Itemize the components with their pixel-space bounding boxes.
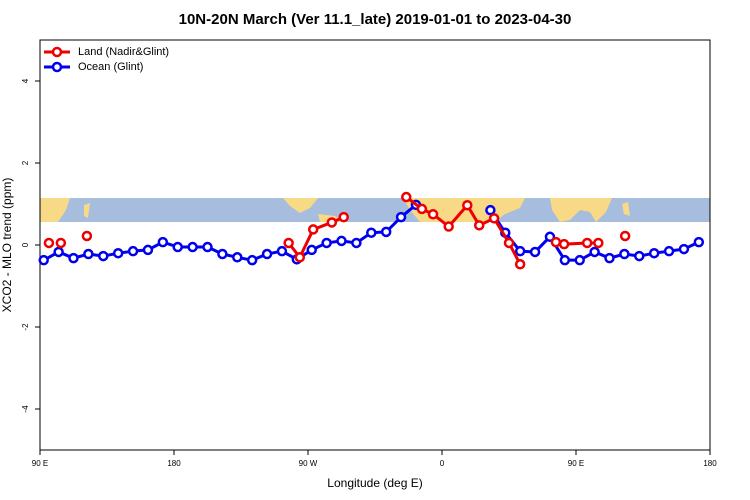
data-point (380, 226, 392, 238)
map-strip (40, 198, 710, 222)
data-point (217, 248, 228, 260)
legend: Land (Nadir&Glint) Ocean (Glint) (44, 46, 169, 73)
data-point (663, 245, 675, 257)
data-point (326, 217, 338, 228)
data-point (187, 241, 198, 253)
data-point (306, 244, 317, 256)
y-tick-label: 2 (21, 160, 30, 165)
data-point (462, 199, 473, 211)
data-point (678, 243, 690, 255)
data-point (550, 236, 562, 248)
data-point (473, 220, 485, 231)
data-point (338, 211, 349, 223)
land-patch (550, 198, 612, 222)
data-point (246, 254, 258, 266)
land-patch (40, 198, 70, 222)
data-point (427, 209, 439, 220)
x-tick-label: 90 W (299, 459, 318, 468)
data-point (38, 254, 49, 266)
y-tick-label: 0 (21, 242, 30, 247)
data-point (68, 252, 79, 264)
data-point (321, 237, 332, 249)
data-point (294, 252, 306, 263)
legend-marker (51, 61, 63, 73)
x-tick-label: 180 (703, 459, 717, 468)
data-point (366, 227, 377, 238)
data-point (127, 245, 139, 257)
x-tick-label: 90 E (32, 459, 48, 468)
y-tick-label: 4 (21, 78, 30, 83)
data-point (172, 241, 183, 253)
land-patch (84, 203, 90, 218)
data-point (401, 191, 412, 203)
chart-title: 10N-20N March (Ver 11.1_late) 2019-01-01… (179, 11, 572, 28)
data-point (619, 230, 631, 242)
data-point (55, 237, 67, 249)
data-point (142, 244, 154, 256)
data-point (307, 224, 319, 235)
data-point (276, 245, 288, 257)
data-point (581, 237, 593, 249)
data-point (416, 203, 428, 215)
x-tick-label: 180 (167, 459, 181, 468)
x-axis-label: Longitude (deg E) (327, 476, 422, 490)
data-point (43, 237, 55, 249)
data-point (485, 204, 496, 216)
data-point (202, 241, 213, 253)
y-tick-label: -4 (21, 405, 30, 413)
data-point (619, 248, 630, 260)
legend-marker (51, 46, 63, 58)
y-axis-label: XCO2 - MLO trend (ppm) (0, 178, 14, 313)
data-point (648, 247, 660, 259)
x-tick-label: 90 E (568, 459, 584, 468)
data-point (336, 235, 347, 247)
data-point (693, 236, 705, 248)
data-point (98, 250, 109, 262)
data-point (112, 247, 124, 259)
data-point (157, 236, 169, 248)
data-point (395, 211, 407, 223)
legend-label: Land (Nadir&Glint) (78, 46, 169, 58)
data-point (283, 237, 294, 249)
data-point (558, 238, 570, 250)
data-point (261, 248, 273, 260)
data-point (83, 248, 94, 260)
plot-frame (39, 39, 711, 451)
data-point (589, 246, 600, 258)
data-point (351, 237, 362, 249)
data-point (514, 245, 526, 257)
data-point (593, 237, 604, 249)
data-point (488, 213, 500, 224)
data-point (574, 254, 585, 266)
data-point (53, 246, 64, 258)
data-point (503, 237, 515, 249)
land-patch (622, 202, 630, 216)
data-point (443, 221, 454, 232)
data-point (604, 252, 615, 264)
data-point (634, 250, 645, 262)
data-point (232, 252, 243, 263)
x-tick-label: 0 (440, 459, 445, 468)
y-tick-label: -2 (21, 323, 30, 331)
data-point (514, 259, 526, 270)
data-point (81, 230, 93, 242)
legend-label: Ocean (Glint) (78, 61, 143, 73)
data-point (529, 246, 541, 258)
data-point (559, 254, 571, 266)
land-patch (283, 198, 318, 213)
